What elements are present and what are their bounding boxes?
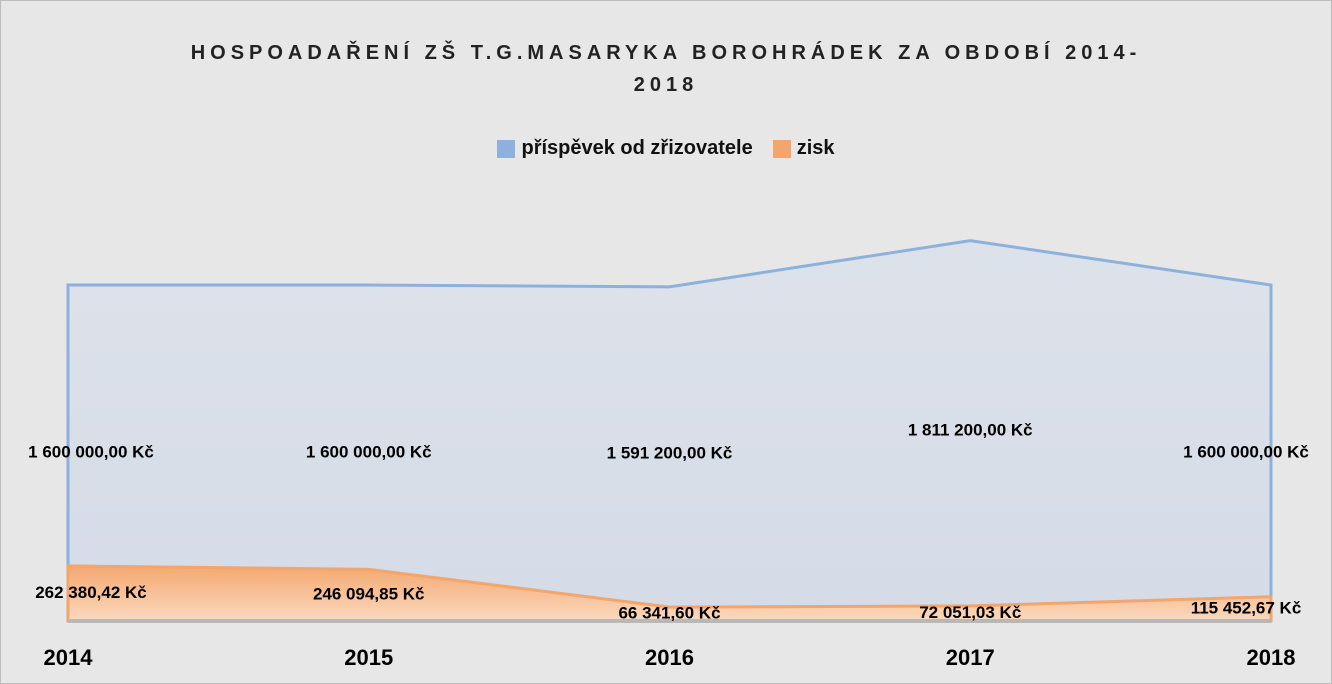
legend: příspěvek od zřizovatele zisk — [1, 137, 1331, 164]
data-label: 115 452,67 Kč — [1191, 598, 1302, 617]
x-tick-label: 2015 — [344, 645, 393, 670]
data-label: 1 600 000,00 Kč — [1183, 442, 1309, 461]
legend-label: zisk — [796, 137, 835, 159]
legend-item: příspěvek od zřizovatele — [497, 137, 753, 160]
data-label: 66 341,60 Kč — [618, 604, 720, 623]
chart-title: HOSPOADAŘENÍ ZŠ T.G.MASARYKA BOROHRÁDEK … — [190, 42, 1142, 96]
x-tick-label: 2018 — [1247, 645, 1296, 670]
data-label: 72 051,03 Kč — [919, 603, 1021, 622]
legend-swatch — [497, 139, 516, 158]
data-label: 1 600 000,00 Kč — [28, 442, 154, 461]
legend-item: zisk — [772, 137, 835, 160]
legend-label: příspěvek od zřizovatele — [521, 137, 753, 159]
area — [66, 564, 1273, 623]
data-label: 246 094,85 Kč — [313, 585, 425, 604]
data-label: 1 591 200,00 Kč — [607, 443, 733, 462]
legend-swatch — [772, 139, 791, 158]
x-tick-label: 2014 — [44, 645, 94, 670]
data-label: 1 600 000,00 Kč — [306, 442, 432, 461]
data-label: 1 811 200,00 Kč — [908, 420, 1033, 439]
area — [66, 239, 1273, 623]
x-tick-label: 2017 — [946, 645, 995, 670]
x-tick-label: 2016 — [645, 645, 694, 670]
data-label: 262 380,42 Kč — [35, 583, 147, 602]
